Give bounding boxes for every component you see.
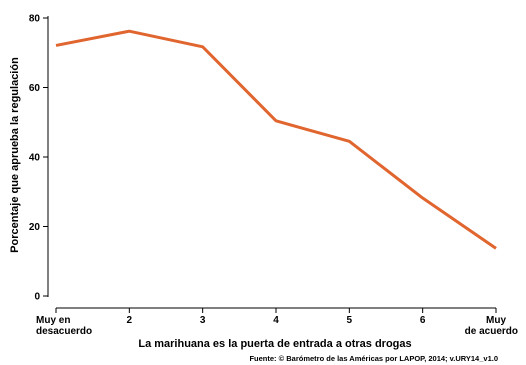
series-layer bbox=[55, 29, 497, 250]
y-axis: 0 20 40 60 80 bbox=[29, 14, 49, 303]
source-note: Fuente: © Barómetro de las Américas por … bbox=[249, 354, 498, 363]
x-tick-label: Muy en bbox=[36, 315, 70, 326]
y-tick-label: 80 bbox=[29, 14, 41, 25]
x-tick-label: Muy bbox=[486, 315, 506, 326]
x-tick-label: 6 bbox=[420, 315, 426, 326]
x-tick-label: 2 bbox=[127, 315, 133, 326]
x-tick-label: 3 bbox=[200, 315, 206, 326]
y-tick-label: 60 bbox=[29, 83, 41, 94]
x-axis-title: La marihuana es la puerta de entrada a o… bbox=[138, 338, 411, 350]
x-tick-label: desacuerdo bbox=[36, 326, 92, 337]
series-line bbox=[55, 29, 497, 250]
y-tick-label: 40 bbox=[29, 153, 41, 164]
x-tick-label: 5 bbox=[347, 315, 353, 326]
y-tick-label: 0 bbox=[34, 292, 40, 303]
x-tick-label: 4 bbox=[273, 315, 279, 326]
y-tick-label: 20 bbox=[29, 222, 41, 233]
x-tick-label: de acuerdo bbox=[465, 326, 518, 337]
y-axis-title: Porcentaje que aprueba la regulación bbox=[9, 57, 21, 253]
